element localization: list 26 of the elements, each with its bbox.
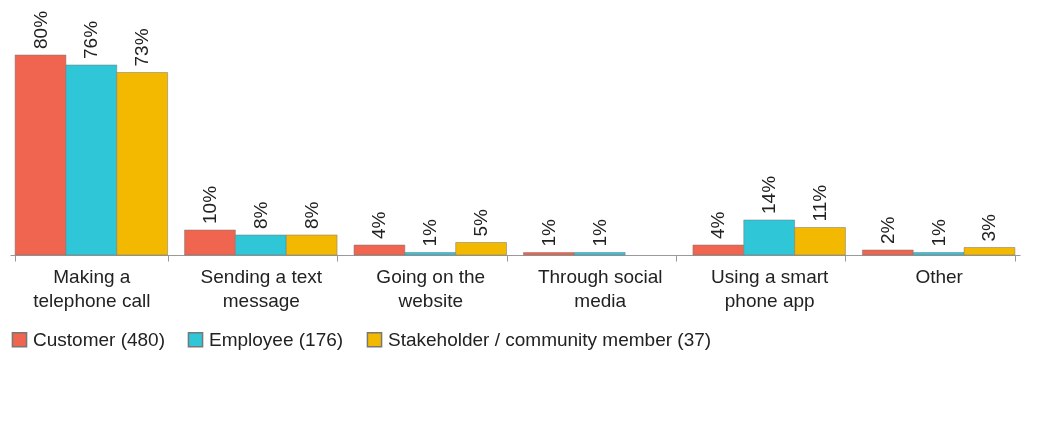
data-label: 3% xyxy=(978,213,1000,242)
data-label: 5% xyxy=(470,208,492,237)
data-label: 14% xyxy=(758,175,780,214)
legend-label: Customer (480) xyxy=(33,328,165,350)
x-tick-label: Going on the website xyxy=(376,265,486,311)
x-tick-label: Other xyxy=(915,265,964,287)
x-tick-label: Using a smart phone app xyxy=(711,265,830,311)
data-label: 4% xyxy=(707,211,729,239)
data-label: 1% xyxy=(419,218,441,247)
data-label: 8% xyxy=(249,201,271,229)
data-label: 80% xyxy=(29,10,51,49)
data-label: 8% xyxy=(300,201,322,229)
data-label: 2% xyxy=(876,216,898,244)
x-tick-label: Making a telephone call xyxy=(33,265,151,311)
data-label: 1% xyxy=(537,218,559,247)
data-label: 1% xyxy=(588,218,610,247)
data-label: 76% xyxy=(80,20,102,59)
data-label: 1% xyxy=(927,218,949,247)
data-label: 11% xyxy=(809,184,831,222)
data-label: 10% xyxy=(198,185,220,224)
data-label: 73% xyxy=(131,28,153,67)
legend-label: Stakeholder / community member (37) xyxy=(388,328,712,350)
legend-label: Employee (176) xyxy=(209,328,344,350)
x-tick-label: Through social media xyxy=(537,265,663,311)
x-tick-label: Sending a text message xyxy=(200,265,323,311)
data-label: 4% xyxy=(368,211,390,239)
